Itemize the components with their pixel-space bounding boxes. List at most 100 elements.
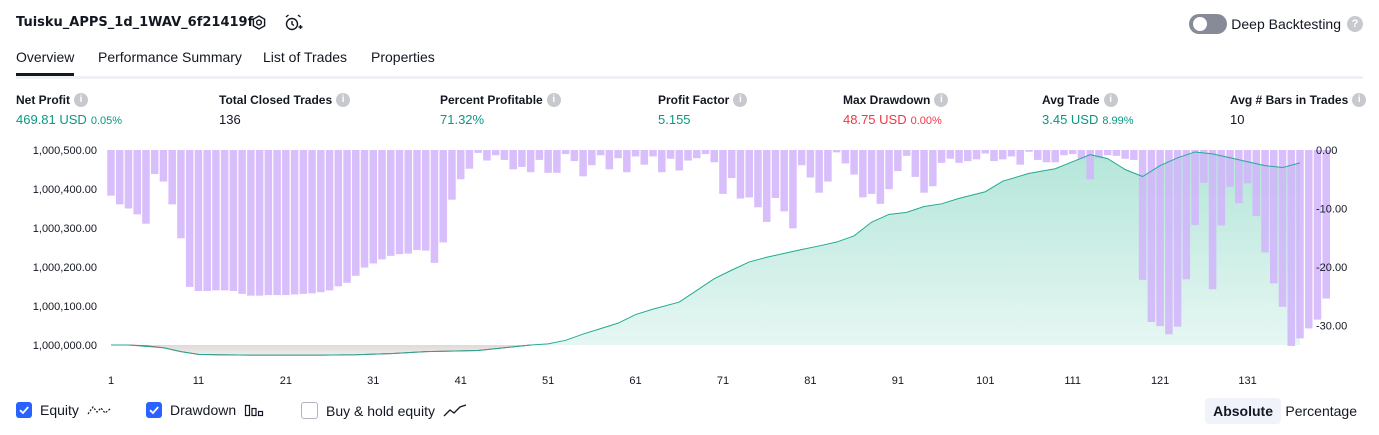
settings-icon[interactable] (248, 12, 270, 34)
drawdown-bar (815, 150, 823, 193)
drawdown-bar (841, 150, 850, 164)
info-icon[interactable]: i (74, 93, 88, 107)
drawdown-bar (570, 150, 579, 162)
drawdown-bar (797, 150, 806, 166)
metric-label-text: Net Profit (16, 93, 70, 107)
drawdown-bar (876, 150, 885, 204)
metric-label: Net Profit i (16, 93, 122, 107)
drawdown-bar (972, 150, 981, 160)
drawdown-bar (1270, 150, 1278, 284)
right-axis-tick: -10.00 (1316, 204, 1347, 216)
metric-label: Avg Trade i (1042, 93, 1134, 107)
metric-value: 71.32% (440, 112, 561, 127)
drawdown-bar (1217, 150, 1226, 226)
drawdown-bar (605, 150, 614, 170)
x-axis-tick: 61 (629, 375, 641, 387)
trend-line-icon (443, 403, 467, 416)
info-icon[interactable]: i (934, 93, 949, 107)
left-axis-tick: 1,000,100.00 (33, 301, 97, 313)
info-icon[interactable]: i (1352, 93, 1367, 107)
drawdown-bar (911, 150, 920, 177)
drawdown-bar (177, 150, 185, 239)
report-header: Tuisku_APPS_1d_1WAV_6f21419f Deep Backte… (16, 10, 1363, 40)
drawdown-bar (1016, 150, 1024, 165)
drawdown-bar (518, 150, 526, 167)
drawdown-bar (736, 150, 745, 199)
add-alert-icon[interactable] (282, 12, 304, 34)
checkbox-checked-icon (16, 402, 32, 418)
drawdown-bar (360, 150, 369, 268)
drawdown-bar (500, 150, 509, 160)
drawdown-bar (1252, 150, 1261, 217)
drawdown-bar (1156, 150, 1164, 327)
metric-label-text: Profit Factor (658, 93, 730, 107)
drawdown-bar (386, 150, 395, 256)
bars-icon (245, 404, 264, 417)
x-axis-tick: 91 (892, 375, 904, 387)
drawdown-bar (448, 150, 456, 200)
drawdown-bar (920, 150, 928, 193)
metric-value-text: 469.81 USD (16, 112, 87, 127)
drawdown-bar (273, 150, 281, 296)
info-icon[interactable]: i (733, 93, 748, 107)
drawdown-bar (404, 150, 413, 254)
drawdown-bar (1322, 150, 1330, 299)
equity-area (111, 151, 1300, 356)
drawdown-bar (1042, 150, 1051, 163)
metric-label: Profit Factor i (658, 93, 748, 107)
drawdown-bar (1121, 150, 1129, 159)
tab-list-of-trades[interactable]: List of Trades (263, 49, 348, 65)
drawdown-bar (526, 150, 535, 173)
drawdown-bar (290, 150, 299, 295)
drawdown-bar (745, 150, 753, 198)
help-icon[interactable]: ? (1347, 16, 1363, 32)
drawdown-bar (142, 150, 150, 224)
drawdown-bar (430, 150, 439, 263)
x-axis-tick: 11 (193, 375, 204, 387)
metric-label-text: Max Drawdown (843, 93, 931, 107)
left-axis-tick: 1,000,500.00 (33, 145, 97, 157)
drawdown-bar (474, 150, 482, 153)
metric-label: Max Drawdown i (843, 93, 949, 107)
drawdown-bar (238, 150, 246, 294)
info-icon[interactable]: i (336, 93, 351, 107)
drawdown-bar (535, 150, 544, 160)
chart-legend: Equity Drawdown Buy & hold equity Absolu… (16, 398, 1363, 426)
x-axis-tick: 101 (976, 375, 994, 387)
drawdown-checkbox[interactable]: Drawdown (146, 402, 264, 418)
info-icon[interactable]: i (1103, 93, 1118, 107)
metric-label: Total Closed Trades i (219, 93, 351, 107)
drawdown-bar (692, 150, 701, 159)
metric-label-text: Percent Profitable (440, 93, 543, 107)
metric-label-text: Total Closed Trades (219, 93, 333, 107)
x-axis-tick: 1 (108, 375, 114, 387)
metric-profit-factor: Profit Factor i 5.155 (658, 93, 748, 127)
info-icon[interactable]: i (546, 93, 561, 107)
percentage-button[interactable]: Percentage (1285, 403, 1357, 419)
drawdown-bar (964, 150, 972, 162)
drawdown-bar (1007, 150, 1016, 157)
drawdown-bar (133, 150, 141, 215)
drawdown-bar (107, 150, 115, 196)
metric-percent-profitable: Percent Profitable i 71.32% (440, 93, 561, 127)
equity-label: Equity (40, 402, 79, 418)
drawdown-bar (378, 150, 386, 260)
equity-checkbox[interactable]: Equity (16, 402, 111, 418)
x-axis-tick: 71 (717, 375, 729, 387)
drawdown-bar (640, 150, 649, 165)
drawdown-bar (929, 150, 937, 187)
deep-backtesting-toggle[interactable] (1189, 14, 1227, 34)
drawdown-bar (299, 150, 308, 294)
drawdown-bar (352, 150, 360, 276)
absolute-button[interactable]: Absolute (1205, 398, 1281, 424)
drawdown-bar (981, 150, 990, 154)
tab-performance-summary[interactable]: Performance Summary (98, 49, 242, 65)
drawdown-bar (596, 150, 605, 156)
buy-hold-checkbox[interactable]: Buy & hold equity (301, 402, 467, 419)
tab-properties[interactable]: Properties (371, 49, 435, 65)
drawdown-bar (806, 150, 815, 178)
drawdown-bar (369, 150, 378, 264)
toggle-knob (1193, 17, 1207, 31)
drawdown-bar (762, 150, 771, 222)
tab-overview[interactable]: Overview (16, 49, 75, 76)
